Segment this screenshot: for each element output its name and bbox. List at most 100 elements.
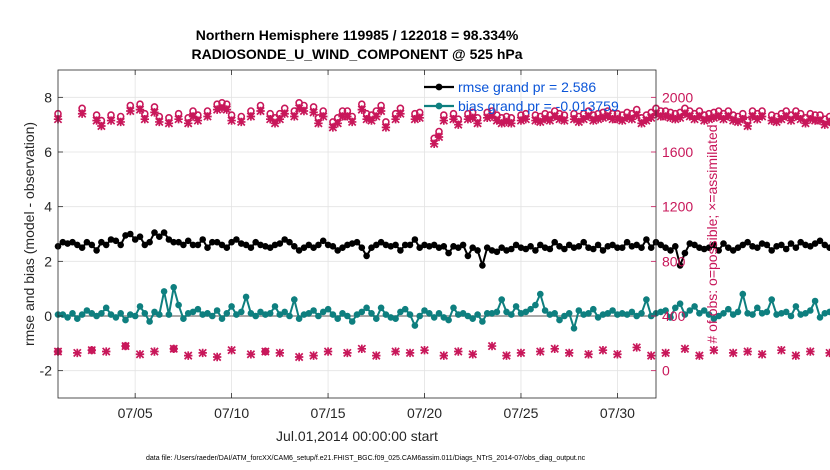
- nused-marker: [806, 114, 815, 124]
- rmse-point: [199, 236, 206, 243]
- rmse-point: [565, 241, 573, 249]
- rmse-point: [310, 244, 317, 251]
- nused-marker: [757, 112, 767, 121]
- bias-point: [382, 311, 390, 318]
- rmse-point: [368, 244, 375, 251]
- nused-marker: [275, 114, 285, 124]
- rmse-point: [459, 241, 467, 249]
- rmse-point: [445, 249, 452, 257]
- nused_low-marker: [584, 350, 593, 359]
- nused_low-marker: [598, 345, 608, 355]
- bias-point: [339, 310, 346, 317]
- nused-marker: [791, 112, 801, 121]
- y-axis-label: rmse and bias (model - observation): [21, 122, 37, 346]
- bias-point: [435, 310, 443, 317]
- bias-point: [392, 315, 399, 323]
- rmse-point: [93, 247, 100, 254]
- bias-point: [218, 315, 226, 323]
- bias-point: [247, 310, 255, 317]
- nused_low-marker: [198, 348, 207, 358]
- nused-marker: [449, 114, 458, 124]
- nused_low-marker: [632, 343, 641, 352]
- legend-rmse-marker: [435, 83, 443, 91]
- rmse-point: [797, 238, 804, 246]
- rmse-point: [233, 236, 240, 243]
- rmse-point: [180, 241, 187, 249]
- rmse-point: [112, 237, 120, 245]
- bias-point: [676, 300, 684, 308]
- nused_low-marker: [728, 348, 738, 358]
- bias-point: [705, 311, 713, 318]
- rmse-point: [223, 244, 231, 251]
- nused-marker: [217, 104, 227, 113]
- nused-marker: [589, 116, 598, 125]
- nused_low-marker: [102, 347, 111, 356]
- bias-point: [242, 293, 250, 301]
- bias-point: [700, 307, 708, 314]
- bias-point: [146, 318, 153, 325]
- bias-point: [522, 308, 530, 316]
- nused-marker: [237, 117, 246, 127]
- nused-marker: [502, 117, 511, 127]
- rmse-point: [575, 243, 583, 250]
- nused-marker: [212, 105, 222, 114]
- rmse-point: [744, 238, 751, 246]
- nused_low-marker: [502, 351, 511, 360]
- nused_low-marker: [646, 351, 656, 360]
- y-tick-label: 8: [44, 89, 52, 105]
- bias-point: [131, 312, 139, 320]
- nused-marker: [188, 112, 198, 121]
- rmse-point: [681, 249, 689, 257]
- bias-point: [406, 311, 414, 318]
- rmse-point: [725, 244, 732, 251]
- bias-point: [88, 310, 96, 317]
- nused-marker: [632, 110, 641, 120]
- rmse-point: [363, 252, 370, 260]
- nused-marker: [135, 105, 145, 114]
- rmse-point: [720, 240, 727, 247]
- nused-marker: [468, 113, 477, 123]
- nused-marker: [367, 116, 376, 125]
- bias-point: [315, 312, 322, 320]
- rmse-point: [88, 241, 96, 249]
- nused-marker: [454, 120, 463, 129]
- nused-marker: [704, 114, 714, 124]
- nused-marker: [622, 113, 632, 123]
- rmse-point: [397, 247, 404, 254]
- nused-marker: [637, 119, 646, 128]
- nused_low-marker: [516, 348, 526, 358]
- bias-point: [353, 311, 361, 318]
- nused-marker: [362, 114, 371, 124]
- bias-point: [334, 315, 342, 323]
- nused-marker: [820, 120, 829, 129]
- bias-point: [213, 307, 221, 314]
- rmse-point: [141, 241, 149, 249]
- rmse-point: [609, 241, 616, 249]
- rmse-point: [734, 244, 742, 251]
- rmse-point: [377, 238, 385, 246]
- nused_low-marker: [550, 344, 559, 354]
- nused-marker: [372, 112, 381, 121]
- rmse-point: [826, 244, 830, 251]
- rmse-point: [136, 233, 144, 240]
- legend-bias-marker: [435, 102, 443, 110]
- bias-point: [324, 305, 332, 313]
- nused-marker: [483, 113, 492, 123]
- nused-marker: [555, 114, 564, 124]
- nused_low-marker: [743, 347, 752, 356]
- bias-point: [811, 297, 819, 305]
- rmse-point: [117, 241, 124, 249]
- bias-point: [763, 308, 771, 316]
- rmse-point: [204, 244, 211, 251]
- x-tick-label: 07/15: [311, 405, 346, 421]
- bias-point: [734, 308, 742, 316]
- nused-marker: [193, 116, 203, 125]
- rmse-point: [411, 236, 419, 243]
- nused-marker: [728, 116, 738, 125]
- rmse-point: [455, 244, 462, 251]
- nused-marker: [338, 112, 347, 121]
- bias-point: [209, 312, 216, 320]
- rmse-point: [184, 237, 192, 245]
- nused-marker: [164, 119, 174, 128]
- bias-point: [401, 305, 409, 313]
